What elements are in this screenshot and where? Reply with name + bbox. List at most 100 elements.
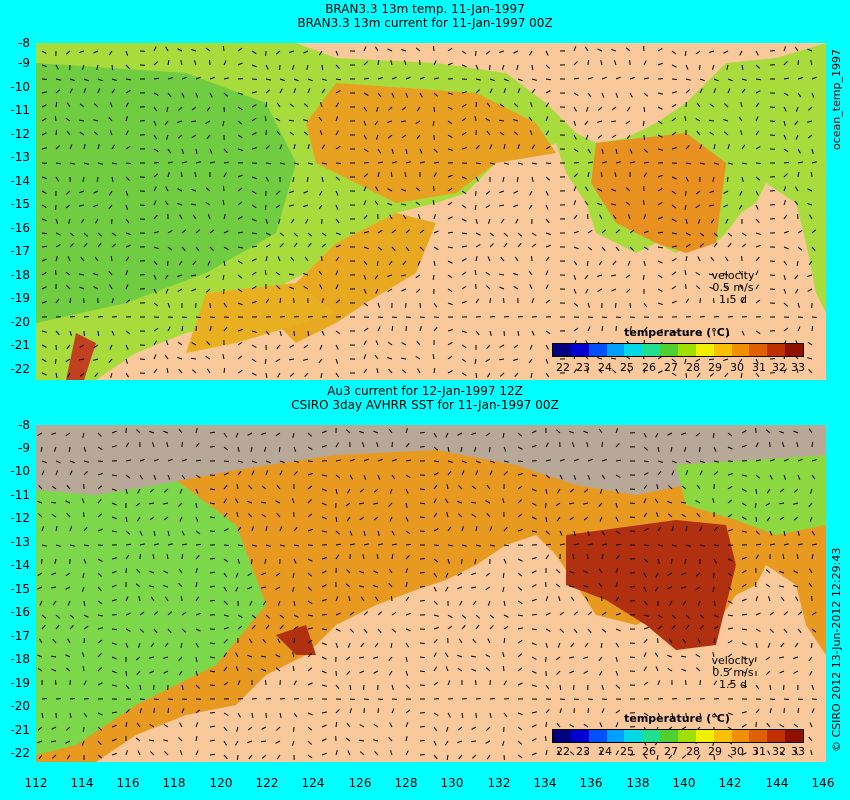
y-tick-label: -8: [18, 36, 30, 50]
current-arrow: [671, 300, 677, 304]
current-arrow: [363, 200, 367, 206]
y-tick-label: -19: [10, 676, 30, 690]
current-arrow: [279, 78, 285, 82]
current-arrow: [307, 162, 313, 165]
current-arrow: [517, 432, 523, 437]
colorbar-swatch: [785, 344, 804, 356]
current-arrow: [404, 172, 407, 178]
current-arrow: [136, 516, 141, 522]
current-arrow: [531, 670, 537, 674]
current-arrow: [754, 656, 757, 663]
current-arrow: [724, 256, 729, 262]
current-arrow: [601, 684, 604, 690]
current-arrow: [795, 134, 799, 140]
current-arrow: [387, 48, 393, 52]
current-arrow: [671, 470, 675, 476]
colorbar-tick: 33: [791, 745, 805, 758]
current-arrow: [388, 502, 393, 507]
current-arrow: [741, 64, 744, 71]
current-arrow: [359, 570, 365, 574]
current-arrow: [583, 516, 589, 521]
current-arrow: [153, 92, 159, 96]
colorbar-swatch: [660, 730, 679, 742]
current-arrow: [321, 752, 327, 756]
current-arrow: [125, 628, 131, 632]
current-arrow: [530, 102, 533, 108]
current-arrow: [279, 88, 283, 94]
current-arrow: [275, 190, 281, 195]
current-arrow: [38, 754, 43, 760]
current-arrow: [41, 544, 47, 547]
current-arrow: [153, 628, 158, 634]
current-arrow: [793, 656, 799, 659]
current-arrow: [377, 458, 383, 462]
bottom-colorbar: [552, 729, 804, 743]
current-arrow: [797, 707, 800, 714]
current-arrow: [779, 751, 785, 756]
current-arrow: [307, 558, 313, 562]
current-arrow: [377, 543, 383, 546]
current-arrow: [545, 204, 549, 210]
current-arrow: [779, 516, 785, 521]
current-arrow: [83, 232, 89, 237]
current-arrow: [643, 681, 649, 686]
current-arrow: [279, 460, 285, 464]
colorbar-swatch: [695, 344, 714, 356]
current-arrow: [374, 751, 379, 756]
current-arrow: [125, 684, 130, 690]
current-arrow: [69, 526, 73, 532]
current-arrow: [797, 92, 802, 98]
current-arrow: [111, 330, 115, 336]
current-arrow: [349, 611, 355, 616]
current-arrow: [136, 569, 141, 574]
current-arrow: [573, 288, 577, 294]
current-arrow: [545, 176, 551, 181]
current-arrow: [81, 64, 85, 70]
current-arrow: [531, 613, 538, 616]
current-arrow: [251, 50, 257, 55]
current-arrow: [401, 134, 407, 139]
current-arrow: [181, 148, 184, 154]
current-arrow: [223, 172, 227, 178]
current-arrow: [207, 214, 211, 220]
current-arrow: [51, 668, 57, 672]
current-arrow: [110, 255, 113, 262]
current-arrow: [260, 501, 267, 504]
current-arrow: [474, 204, 477, 211]
current-arrow: [614, 172, 617, 178]
current-arrow: [306, 176, 309, 183]
current-arrow: [195, 488, 199, 494]
current-arrow: [419, 161, 425, 164]
current-arrow: [433, 60, 437, 66]
current-arrow: [755, 684, 760, 690]
current-arrow: [292, 176, 295, 182]
y-tick-label: -22: [10, 362, 30, 376]
current-arrow: [685, 89, 690, 94]
current-arrow: [68, 218, 71, 224]
current-arrow: [265, 697, 272, 700]
current-arrow: [697, 256, 701, 262]
current-arrow: [150, 642, 155, 648]
current-arrow: [657, 274, 663, 279]
current-arrow: [265, 145, 270, 150]
current-arrow: [264, 115, 267, 122]
current-arrow: [237, 260, 243, 264]
current-arrow: [69, 625, 74, 630]
current-arrow: [459, 600, 463, 606]
current-arrow: [671, 712, 674, 719]
current-arrow: [503, 680, 507, 686]
current-arrow: [405, 516, 409, 522]
current-arrow: [363, 134, 367, 140]
current-arrow: [289, 286, 295, 290]
current-arrow: [83, 558, 87, 564]
current-arrow: [195, 502, 198, 509]
current-arrow: [610, 120, 617, 123]
current-arrow: [615, 642, 620, 648]
current-arrow: [69, 470, 73, 476]
current-arrow: [517, 88, 521, 94]
current-arrow: [559, 543, 565, 546]
current-arrow: [545, 442, 549, 448]
current-arrow: [475, 697, 482, 700]
current-arrow: [139, 458, 145, 462]
current-arrow: [755, 232, 761, 235]
